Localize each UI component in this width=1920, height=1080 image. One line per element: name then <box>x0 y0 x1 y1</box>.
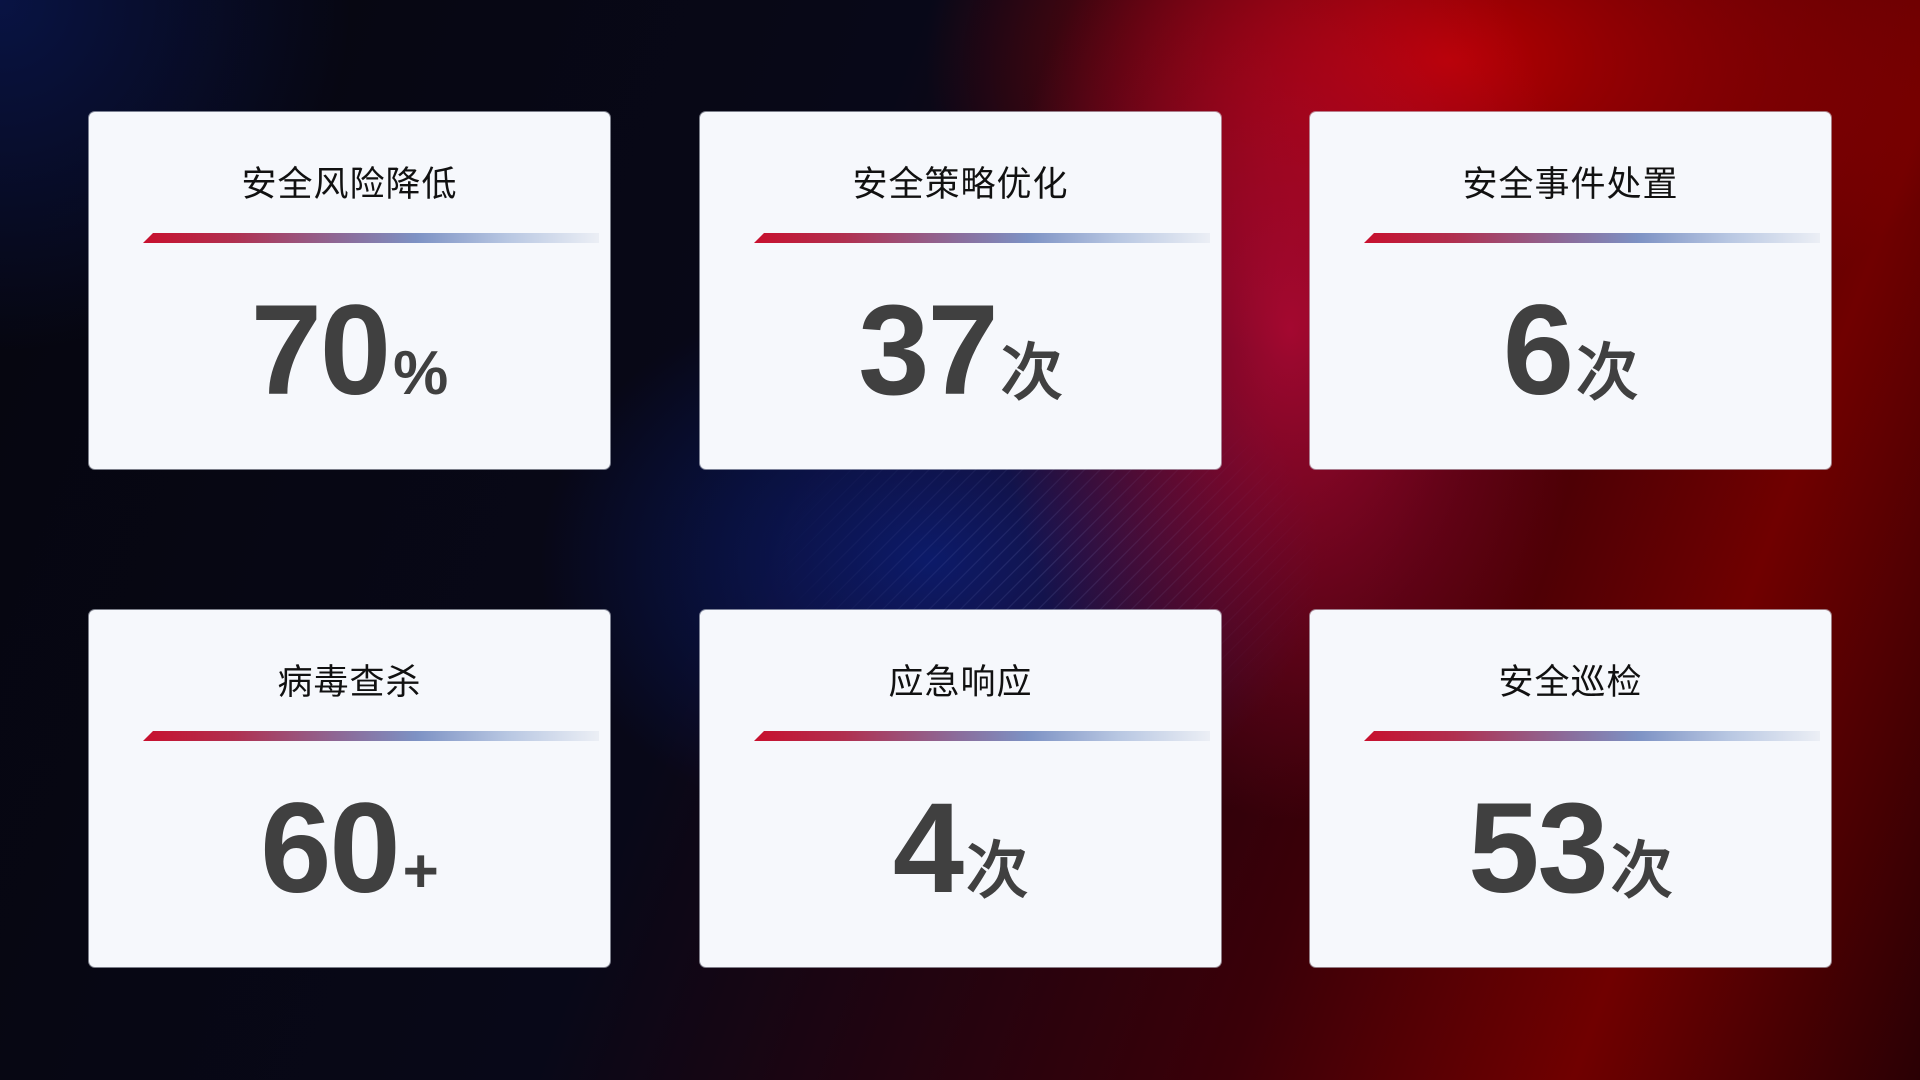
value-unit: 次 <box>1610 837 1673 906</box>
card-title: 应急响应 <box>888 663 1033 702</box>
card-value: 53次 <box>1310 775 1831 922</box>
card-title: 安全事件处置 <box>1462 165 1679 204</box>
card-value: 6次 <box>1310 277 1831 424</box>
stat-card-risk-reduction: 安全风险降低 70% <box>89 112 610 469</box>
card-title: 病毒查杀 <box>277 663 422 702</box>
value-unit: 次 <box>1576 339 1639 408</box>
value-number: 4 <box>892 777 964 920</box>
gradient-divider <box>754 731 1210 741</box>
value-number: 60 <box>260 777 400 920</box>
gradient-divider <box>143 731 599 741</box>
stat-card-emergency-response: 应急响应 4次 <box>700 610 1221 967</box>
value-number: 37 <box>858 279 998 422</box>
gradient-divider <box>1364 731 1820 741</box>
value-number: 70 <box>250 279 391 422</box>
gradient-divider <box>754 233 1210 243</box>
gradient-divider <box>143 233 599 243</box>
value-unit: 次 <box>966 837 1029 906</box>
stat-card-policy-optimization: 安全策略优化 37次 <box>700 112 1221 469</box>
value-number: 53 <box>1468 777 1608 920</box>
card-title: 安全巡检 <box>1498 663 1643 702</box>
card-title: 安全策略优化 <box>852 165 1069 204</box>
stat-card-security-inspection: 安全巡检 53次 <box>1310 610 1831 967</box>
value-unit: + <box>402 837 439 906</box>
value-unit: 次 <box>1000 339 1063 408</box>
card-value: 60+ <box>89 775 610 922</box>
card-value: 37次 <box>700 277 1221 424</box>
value-unit: % <box>393 339 449 408</box>
stat-card-virus-removal: 病毒查杀 60+ <box>89 610 610 967</box>
value-number: 6 <box>1502 279 1574 422</box>
stat-card-incident-handling: 安全事件处置 6次 <box>1310 112 1831 469</box>
card-value: 70% <box>89 277 610 424</box>
card-value: 4次 <box>700 775 1221 922</box>
gradient-divider <box>1364 233 1820 243</box>
card-title: 安全风险降低 <box>241 165 458 204</box>
